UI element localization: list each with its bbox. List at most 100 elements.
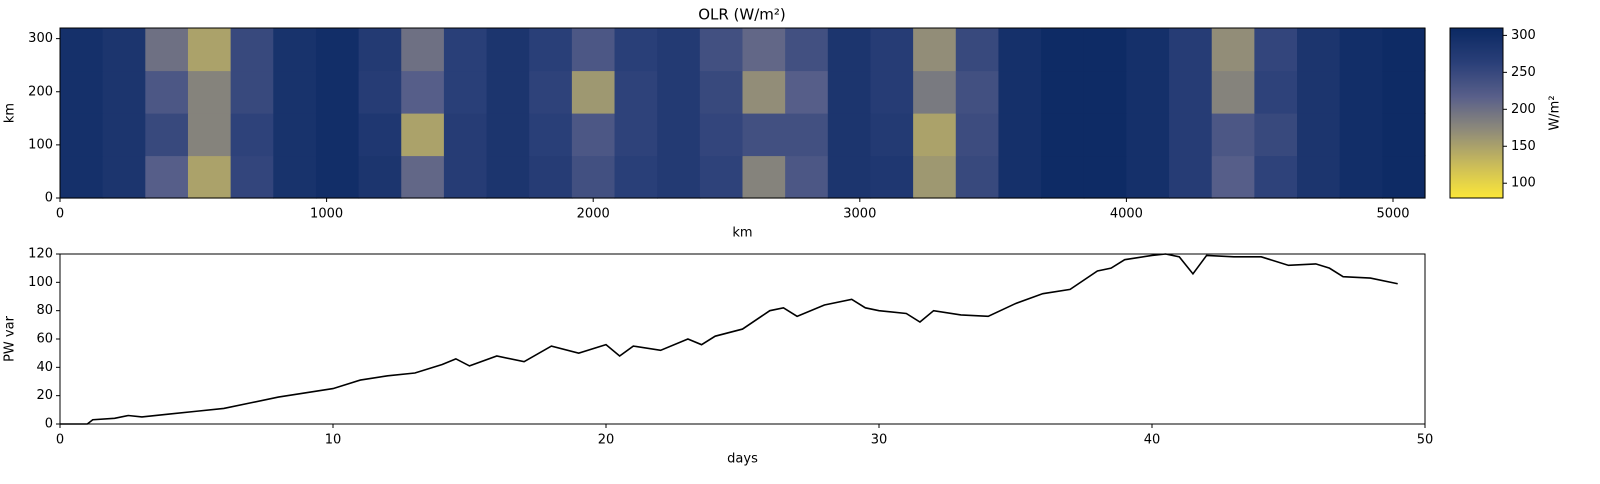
colorbar-swatch (1450, 82, 1503, 85)
heatmap-cell (998, 113, 1042, 157)
colorbar-swatch (1450, 130, 1503, 133)
heatmap-cell (913, 70, 957, 114)
colorbar-swatch (1450, 106, 1503, 109)
colorbar-swatch (1450, 78, 1503, 81)
heatmap-cell (1254, 155, 1298, 199)
colorbar-swatch (1450, 70, 1503, 73)
heatmap-cell (273, 70, 317, 114)
heatmap-cell (1254, 28, 1298, 72)
heatmap-cell (443, 70, 488, 114)
plot-frame (59, 27, 1426, 199)
colorbar-swatch (1450, 194, 1503, 197)
y-axis-label: km (3, 103, 18, 123)
heatmap-cell (401, 113, 445, 157)
heatmap-cell (571, 113, 616, 157)
heatmap-cell (187, 70, 232, 114)
colorbar-swatch (1450, 74, 1503, 77)
heatmap-cell (102, 28, 146, 72)
x-tick-label: 20 (598, 433, 615, 448)
heatmap-cell (657, 70, 701, 114)
heatmap-cell (1041, 28, 1085, 72)
heatmap-cell (187, 155, 232, 199)
heatmap-cell (60, 113, 104, 157)
colorbar-swatch (1450, 148, 1503, 151)
colorbar-swatch (1450, 110, 1503, 113)
colorbar-swatch (1450, 158, 1503, 161)
heatmap-cell (102, 155, 146, 199)
heatmap-cell (529, 28, 573, 72)
colorbar-swatch (1450, 36, 1503, 39)
colorbar-swatch (1450, 62, 1503, 65)
heatmap-cell (614, 155, 658, 199)
colorbar-tick-label: 100 (1511, 176, 1536, 191)
heatmap-cell (443, 28, 488, 72)
colorbar-swatch (1450, 64, 1503, 67)
heatmap-cell (657, 113, 701, 157)
colorbar-swatch (1450, 52, 1503, 55)
heatmap-cell (401, 70, 445, 114)
heatmap-cell (870, 113, 914, 157)
colorbar-swatch (1450, 118, 1503, 121)
x-tick-label: 1000 (310, 207, 343, 222)
y-tick-label: 80 (36, 303, 53, 318)
colorbar-swatch (1450, 112, 1503, 115)
colorbar-swatch (1450, 146, 1503, 149)
colorbar-swatch (1450, 88, 1503, 91)
x-tick-label: 0 (56, 207, 64, 222)
x-tick-label: 3000 (843, 207, 876, 222)
colorbar-swatch (1450, 162, 1503, 165)
colorbar-swatch (1450, 40, 1503, 43)
heatmap-cell (145, 113, 189, 157)
heatmap-cell (1126, 70, 1170, 114)
heatmap-cell (742, 113, 786, 157)
heatmap-cell (614, 113, 658, 157)
colorbar-swatch (1450, 138, 1503, 141)
heatmap-cell (358, 113, 402, 157)
heatmap-cell (827, 113, 872, 157)
colorbar-swatch (1450, 170, 1503, 173)
heatmap-cell (1083, 113, 1128, 157)
heatmap-cell (1083, 28, 1128, 72)
colorbar-swatch (1450, 134, 1503, 137)
colorbar-swatch (1450, 76, 1503, 79)
heatmap-cell (785, 155, 829, 199)
colorbar-tick-label: 250 (1511, 65, 1536, 80)
heatmap-cell (742, 70, 786, 114)
colorbar-swatch (1450, 104, 1503, 107)
heatmap-cell (1339, 28, 1383, 72)
colorbar-swatch (1450, 126, 1503, 129)
heatmap-cell (742, 28, 786, 72)
colorbar-label: W/m² (1548, 95, 1563, 130)
colorbar-swatch (1450, 142, 1503, 145)
colorbar-swatch (1450, 96, 1503, 99)
x-tick-label: 40 (1144, 433, 1161, 448)
heatmap-cell (998, 28, 1042, 72)
heatmap-cell (1297, 155, 1341, 199)
colorbar-swatch (1450, 128, 1503, 131)
colorbar-tick-label: 150 (1511, 139, 1536, 154)
colorbar-swatch (1450, 156, 1503, 159)
heatmap-cell (1382, 70, 1426, 114)
heatmap-cell (401, 28, 445, 72)
colorbar-swatch (1450, 160, 1503, 163)
heatmap-cell (230, 113, 274, 157)
heatmap-cell (870, 28, 914, 72)
colorbar-swatch (1450, 116, 1503, 119)
x-tick-label: 5000 (1376, 207, 1409, 222)
heatmap-cell (1083, 155, 1128, 199)
colorbar-swatch (1450, 188, 1503, 191)
heatmap-cell (187, 28, 232, 72)
colorbar-swatch (1450, 196, 1503, 199)
heatmap-cell (785, 70, 829, 114)
heatmap-cell (1041, 70, 1085, 114)
heatmap-cell (955, 28, 1000, 72)
x-tick-label: 2000 (577, 207, 610, 222)
colorbar-swatch (1450, 136, 1503, 139)
heatmap-cell (145, 70, 189, 114)
heatmap-cell (273, 28, 317, 72)
colorbar-swatch (1450, 152, 1503, 155)
heatmap-cell (699, 70, 744, 114)
heatmap-cell (1126, 155, 1170, 199)
heatmap-cell (785, 113, 829, 157)
heatmap-cell (785, 28, 829, 72)
